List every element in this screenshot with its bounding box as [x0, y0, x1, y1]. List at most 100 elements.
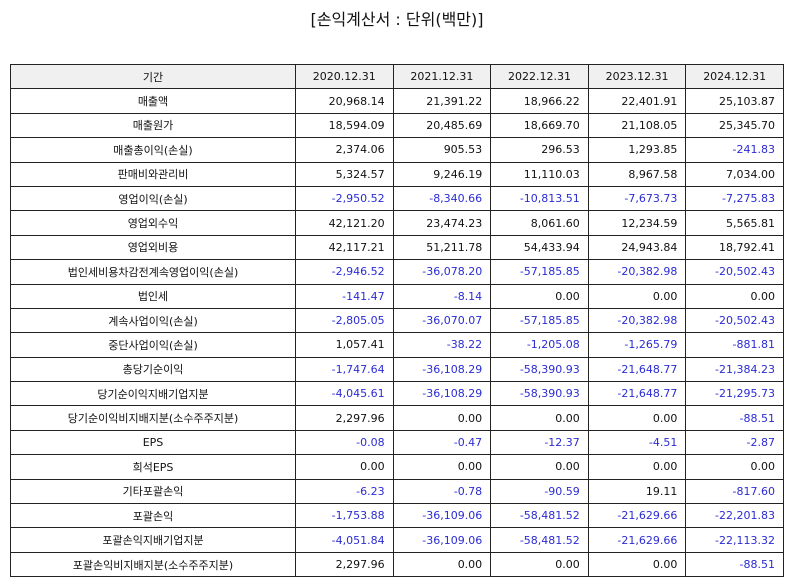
value-cell: -22,201.83: [685, 503, 784, 529]
value-cell: 0.00: [685, 454, 784, 480]
row-label: 당기순이익비지배지분(소수주주지분): [10, 405, 296, 431]
income-statement-table: 기간 2020.12.31 2021.12.31 2022.12.31 2023.12.…: [10, 63, 784, 578]
table-row: EPS -0.08 -0.47 -12.37 -4.51 -2.87: [10, 429, 784, 456]
value-cell: -7,275.83: [685, 185, 784, 212]
table-row: 영업외수익 42,121.20 23,474.23 8,061.60 12,234.59…: [10, 210, 784, 236]
row-label: 중단사업이익(손실): [10, 332, 296, 358]
table-row: 포괄손익지배기업지분 -4,051.84 -36,109.06 -58,481.52-…: [10, 527, 784, 553]
table-row: 법인세비용차감전계속영업이익(손실) -2,946.52 -36,078.20 -57…: [10, 259, 784, 285]
value-cell: 2,297.96: [295, 551, 394, 578]
value-cell: 23,474.23: [392, 210, 492, 236]
value-cell: 24,943.84: [587, 234, 687, 261]
value-cell: 11,110.03: [490, 161, 589, 187]
value-cell: -38.22: [392, 332, 492, 358]
value-cell: 7,034.00: [685, 161, 784, 187]
value-cell: 8,967.58: [587, 161, 687, 187]
value-cell: -1,265.79: [587, 332, 687, 358]
value-cell: 51,211.78: [392, 234, 492, 261]
value-cell: -8.14: [392, 283, 492, 309]
row-label: 포괄손익비지배지분(소수주주지분): [10, 551, 296, 578]
value-cell: -1,753.88: [295, 503, 394, 529]
value-cell: -8,340.66: [392, 185, 492, 212]
row-label: 계속사업이익(손실): [10, 307, 296, 334]
value-cell: 8,061.60: [490, 210, 589, 236]
value-cell: -6.23: [295, 478, 394, 505]
value-cell: -88.51: [685, 405, 784, 431]
value-cell: -7,673.73: [587, 185, 687, 212]
value-cell: 2,297.96: [295, 405, 394, 431]
value-cell: 0.00: [587, 551, 687, 578]
value-cell: -0.08: [295, 429, 394, 456]
value-cell: -58,481.52: [490, 503, 589, 529]
row-label: EPS: [10, 429, 296, 456]
column-header: 기간: [10, 63, 296, 90]
header-row: 기간 2020.12.31 2021.12.31 2022.12.31 2023.12.…: [10, 63, 784, 90]
table-row: 영업외비용 42,117.21 51,211.78 54,433.94 24,943.8…: [10, 234, 784, 261]
row-label: 영업외비용: [10, 234, 296, 261]
value-cell: 0.00: [392, 551, 492, 578]
column-header: 2021.12.31: [392, 63, 492, 90]
value-cell: 0.00: [587, 454, 687, 480]
table-row: 기타포괄손익 -6.23 -0.78 -90.59 19.11 -817.60: [10, 478, 784, 505]
value-cell: 1,057.41: [295, 332, 394, 358]
row-label: 당기순이익지배기업지분: [10, 381, 296, 407]
table-row: 포괄손익비지배지분(소수주주지분) 2,297.96 0.00 0.00 0.00 -88…: [10, 551, 784, 578]
table-row: 당기순이익지배기업지분 -4,045.61 -36,108.29 -58,390.93…: [10, 381, 784, 407]
value-cell: -881.81: [685, 332, 784, 358]
row-label: 영업이익(손실): [10, 185, 296, 212]
value-cell: -58,390.93: [490, 381, 589, 407]
value-cell: -0.78: [392, 478, 492, 505]
value-cell: -36,109.06: [392, 503, 492, 529]
value-cell: -21,648.77: [587, 381, 687, 407]
value-cell: 0.00: [587, 283, 687, 309]
value-cell: 0.00: [295, 454, 394, 480]
table-row: 중단사업이익(손실) 1,057.41 -38.22 -1,205.08 -1,265.…: [10, 332, 784, 358]
value-cell: 25,345.70: [685, 112, 784, 139]
row-label: 법인세: [10, 283, 296, 309]
value-cell: 42,121.20: [295, 210, 394, 236]
row-label: 희석EPS: [10, 454, 296, 480]
value-cell: 42,117.21: [295, 234, 394, 261]
value-cell: 22,401.91: [587, 88, 687, 114]
column-header: 2022.12.31: [490, 63, 589, 90]
value-cell: -57,185.85: [490, 307, 589, 334]
value-cell: 1,293.85: [587, 137, 687, 163]
value-cell: -21,629.66: [587, 503, 687, 529]
column-header: 2024.12.31: [685, 63, 784, 90]
value-cell: 20,968.14: [295, 88, 394, 114]
value-cell: 21,391.22: [392, 88, 492, 114]
value-cell: 0.00: [490, 283, 589, 309]
row-label: 포괄손익: [10, 503, 296, 529]
value-cell: -2,946.52: [295, 259, 394, 285]
value-cell: 5,565.81: [685, 210, 784, 236]
title: [손익계산서 : 단위(백만)]: [310, 10, 484, 29]
value-cell: 25,103.87: [685, 88, 784, 114]
value-cell: 18,594.09: [295, 112, 394, 139]
value-cell: -20,502.43: [685, 259, 784, 285]
row-label: 판매비와관리비: [10, 161, 296, 187]
value-cell: -21,629.66: [587, 527, 687, 553]
value-cell: 0.00: [490, 551, 589, 578]
value-cell: 18,669.70: [490, 112, 589, 139]
table-row: 계속사업이익(손실) -2,805.05 -36,070.07 -57,185.85-…: [10, 307, 784, 334]
value-cell: -4.51: [587, 429, 687, 456]
value-cell: 0.00: [392, 454, 492, 480]
value-cell: -88.51: [685, 551, 784, 578]
column-header: 2023.12.31: [587, 63, 687, 90]
value-cell: 296.53: [490, 137, 589, 163]
value-cell: -36,070.07: [392, 307, 492, 334]
value-cell: -22,113.32: [685, 527, 784, 553]
value-cell: -4,045.61: [295, 381, 394, 407]
value-cell: 21,108.05: [587, 112, 687, 139]
row-label: 매출총이익(손실): [10, 137, 296, 163]
value-cell: -2,805.05: [295, 307, 394, 334]
row-label: 기타포괄손익: [10, 478, 296, 505]
table-row: 포괄손익 -1,753.88 -36,109.06 -58,481.52 -21,629…: [10, 503, 784, 529]
value-cell: -20,382.98: [587, 307, 687, 334]
value-cell: -141.47: [295, 283, 394, 309]
value-cell: -10,813.51: [490, 185, 589, 212]
value-cell: -58,390.93: [490, 356, 589, 383]
value-cell: 12,234.59: [587, 210, 687, 236]
value-cell: -36,078.20: [392, 259, 492, 285]
